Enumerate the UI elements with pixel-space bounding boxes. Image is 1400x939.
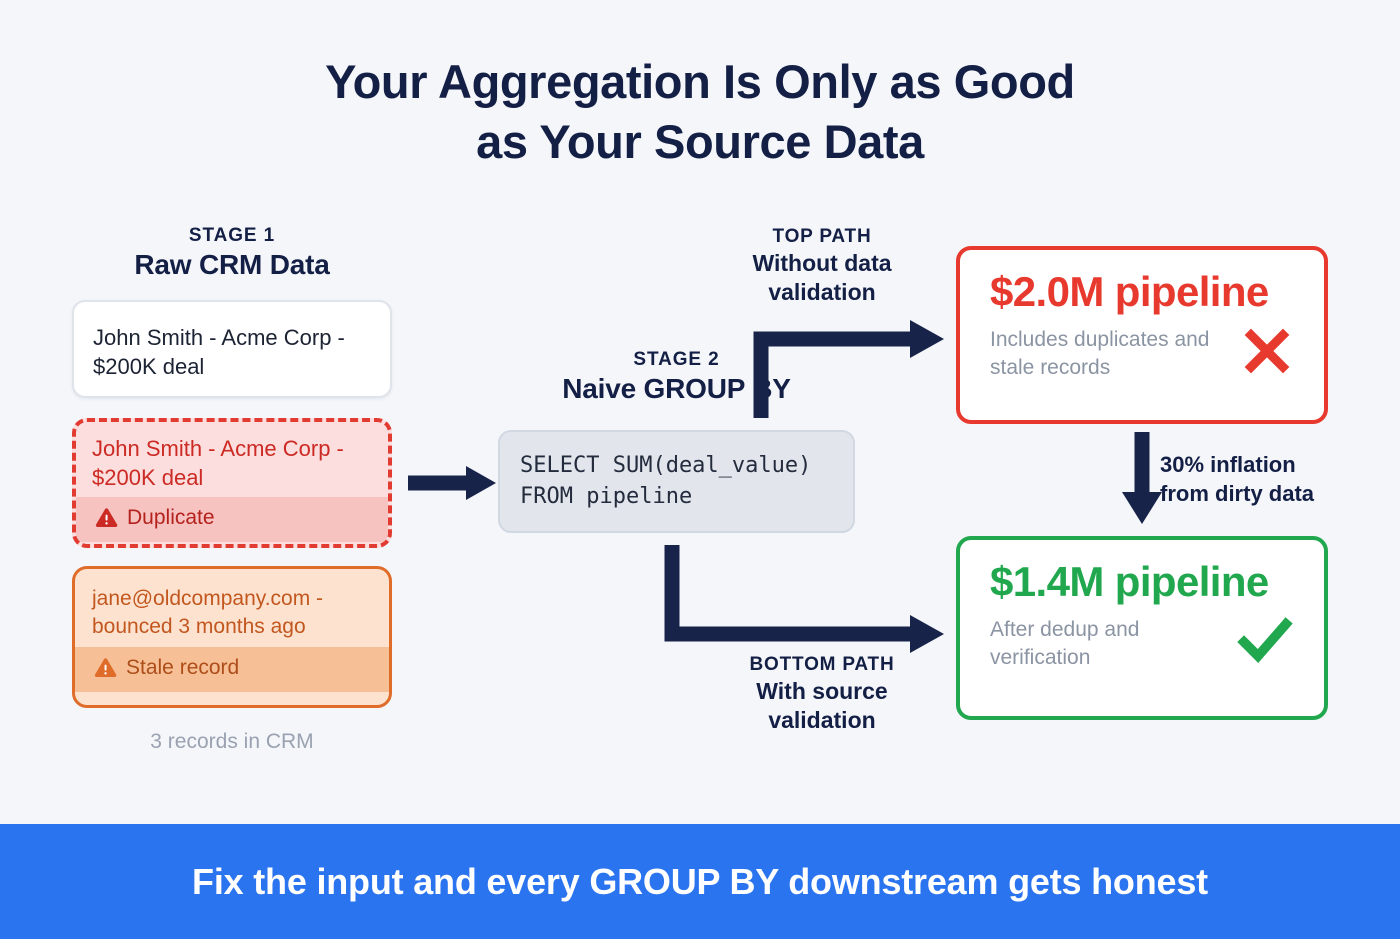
stage-1-kicker: STAGE 1 — [188, 225, 276, 246]
result-card-validated: $1.4M pipeline After dedup and verificat… — [956, 536, 1328, 720]
warning-triangle-icon — [95, 507, 118, 528]
record-card-stale-flag-label: Stale record — [126, 655, 240, 679]
result-amount-validated: $1.4M pipeline — [990, 558, 1269, 605]
record-card-duplicate-flag: Duplicate — [76, 496, 388, 542]
bottom-path-kicker: BOTTOM PATH — [749, 654, 895, 675]
result-amount-unvalidated: $2.0M pipeline — [990, 268, 1269, 315]
result-detail-row-validated: After dedup and verification — [990, 614, 1300, 673]
bottom-path-label: BOTTOM PATH With source validation — [718, 653, 926, 736]
inflation-annotation: 30% inflation from dirty data — [1160, 452, 1315, 507]
record-card-stale-flag: Stale record — [75, 646, 389, 692]
result-subtext-validated: After dedup and verification — [990, 617, 1140, 669]
stage-2-title: Naive GROUP BY — [562, 372, 791, 404]
cross-icon — [1240, 324, 1294, 383]
top-path-kicker: TOP PATH — [772, 226, 872, 247]
record-card-stale-text: jane@oldcompany.com - bounced 3 months a… — [92, 587, 324, 638]
top-path-description: Without data validation — [752, 249, 892, 306]
record-card-clean-text: John Smith - Acme Corp - $200K deal — [93, 325, 345, 380]
sql-query-block: SELECT SUM(deal_value) FROM pipeline — [498, 430, 855, 533]
arrow-query-to-validated — [664, 545, 944, 653]
stage-2-kicker: STAGE 2 — [633, 349, 720, 370]
bottom-banner-text: Fix the input and every GROUP BY downstr… — [192, 860, 1208, 902]
record-card-clean: John Smith - Acme Corp - $200K deal — [72, 300, 392, 398]
arrow-inflation-down — [1122, 432, 1162, 524]
page-title: Your Aggregation Is Only as Good as Your… — [0, 52, 1400, 171]
bottom-path-description: With source validation — [756, 677, 888, 734]
record-card-duplicate-text: John Smith - Acme Corp - $200K deal — [92, 436, 344, 491]
record-card-duplicate-flag-label: Duplicate — [127, 505, 215, 529]
result-subtext-unvalidated: Includes duplicates and stale records — [990, 327, 1210, 379]
result-detail-row-unvalidated: Includes duplicates and stale records — [990, 324, 1300, 383]
top-path-label: TOP PATH Without data validation — [718, 225, 926, 308]
stage-2-header: STAGE 2 Naive GROUP BY — [498, 349, 855, 406]
record-card-duplicate: John Smith - Acme Corp - $200K deal Dupl… — [72, 418, 392, 548]
check-icon — [1236, 614, 1294, 673]
records-count-caption: 3 records in CRM — [150, 730, 314, 753]
result-card-unvalidated: $2.0M pipeline Includes duplicates and s… — [956, 246, 1328, 424]
page-title-line-1: Your Aggregation Is Only as Good — [325, 55, 1075, 108]
arrow-records-to-query — [408, 466, 496, 500]
stage-1-header: STAGE 1 Raw CRM Data — [72, 225, 392, 282]
bottom-banner: Fix the input and every GROUP BY downstr… — [0, 824, 1400, 939]
record-card-stale: jane@oldcompany.com - bounced 3 months a… — [72, 566, 392, 708]
warning-triangle-icon — [94, 657, 117, 678]
stage-1-title: Raw CRM Data — [134, 248, 330, 280]
page-title-line-2: as Your Source Data — [476, 114, 924, 168]
